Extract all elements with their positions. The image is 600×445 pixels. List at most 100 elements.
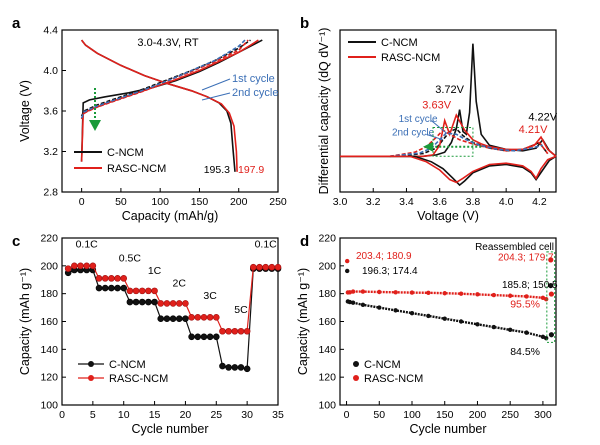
cycle-label-a: 2nd cycle: [232, 87, 278, 99]
data-point-c: [114, 284, 121, 292]
legend-label-d: C-NCM: [364, 359, 401, 371]
series-line-b-0: [340, 43, 557, 158]
y-tick-label-a: 4.4: [43, 25, 58, 37]
value-label-d: 204.3; 179.7: [498, 252, 554, 263]
x-axis-label-b: Voltage (V): [417, 209, 479, 223]
data-point-c: [243, 327, 251, 335]
y-tick-label-c: 200: [40, 260, 58, 272]
y-axis-label-d: Capacity (mAh g⁻¹): [296, 268, 310, 375]
data-point-c: [163, 315, 171, 323]
x-tick-label-c: 25: [210, 409, 222, 421]
y-tick-label-a: 3.6: [43, 106, 58, 118]
data-point-c: [219, 327, 226, 335]
data-point-c: [108, 284, 115, 292]
value-label-d: 95.5%: [510, 299, 540, 311]
data-point-c: [262, 263, 269, 271]
data-point-c: [145, 298, 152, 306]
peak-label-b: 3.63V: [422, 99, 451, 111]
y-tick-label-d: 100: [318, 400, 336, 412]
data-point-c: [77, 262, 84, 270]
peak-label-b: 4.21V: [519, 124, 548, 136]
data-point-c: [194, 333, 202, 341]
x-tick-label-b: 3.2: [366, 196, 381, 208]
peak-label-b: 4.22V: [528, 112, 557, 124]
series-band-d-0: [349, 300, 547, 340]
x-tick-label-c: 30: [241, 409, 253, 421]
panel-letter-d: d: [300, 233, 309, 250]
data-point-c: [250, 263, 257, 271]
x-tick-label-d: 200: [469, 409, 487, 421]
x-tick-label-a: 100: [151, 196, 169, 208]
data-point-c: [182, 300, 189, 307]
data-point-c: [157, 300, 165, 307]
value-label-d: 185.8; 150.5: [502, 280, 558, 291]
annotation-a: 3.0-4.3V, RT: [137, 37, 198, 49]
data-point-c: [64, 265, 72, 272]
value-label-d: 196.3; 174.4: [362, 266, 418, 277]
green-arrowhead-b: [423, 141, 434, 152]
legend-label-b: C-NCM: [381, 37, 418, 49]
data-point-c: [231, 327, 239, 335]
y-axis-label-b: Differential capacity (dQ dV⁻¹): [317, 28, 331, 195]
data-point-c: [101, 284, 109, 292]
data-point-c: [120, 284, 128, 292]
y-tick-label-c: 220: [40, 233, 58, 245]
x-tick-label-a: 250: [269, 196, 287, 208]
legend-marker-d: [353, 375, 359, 381]
rate-label-c: 0.5C: [119, 253, 142, 265]
data-point-c: [101, 275, 109, 282]
y-tick-label-a: 3.2: [43, 146, 58, 158]
x-tick-label-b: 3.6: [432, 196, 447, 208]
data-point-c: [274, 263, 282, 271]
x-tick-label-b: 3.4: [399, 196, 414, 208]
plot-frame-b: [339, 29, 557, 193]
data-point-c: [194, 314, 202, 321]
rate-label-c: 0.1C: [76, 239, 99, 251]
x-tick-label-d: 50: [373, 409, 385, 421]
end-capacity-label-a: 195.3: [204, 164, 230, 176]
data-point-d: [345, 268, 350, 274]
data-point-c: [145, 287, 152, 295]
data-point-c: [188, 333, 195, 341]
cycle-pointer-b: [431, 120, 447, 134]
legend-marker-c: [88, 361, 94, 367]
data-point-c: [151, 298, 158, 306]
series-line-a-5: [80, 39, 249, 120]
value-label-d: 203.4; 180.9: [356, 251, 412, 262]
data-point-c: [212, 314, 220, 321]
data-point-c: [108, 275, 115, 282]
x-tick-label-b: 3.8: [466, 196, 481, 208]
data-point-c: [138, 298, 146, 306]
x-tick-label-c: 15: [149, 409, 161, 421]
x-tick-label-c: 10: [118, 409, 130, 421]
y-tick-label-d: 140: [318, 344, 336, 356]
data-point-d: [548, 257, 554, 263]
cycle-pointer-b: [426, 133, 444, 141]
end-capacity-label-a: 197.9: [238, 164, 264, 176]
y-tick-label-c: 160: [40, 316, 58, 328]
legend-marker-d: [353, 361, 359, 367]
data-point-c: [151, 287, 158, 295]
data-point-c: [200, 314, 208, 321]
data-point-c: [132, 298, 140, 306]
y-tick-label-d: 120: [318, 372, 336, 384]
rate-label-c: 1C: [148, 265, 162, 277]
series-line-a-6: [80, 39, 246, 119]
x-tick-label-b: 3.0: [333, 196, 348, 208]
peak-label-b: 3.72V: [435, 84, 464, 96]
x-tick-label-a: 0: [79, 196, 85, 208]
x-axis-label-a: Capacity (mAh/g): [122, 209, 219, 223]
x-tick-label-a: 50: [115, 196, 127, 208]
y-tick-label-a: 2.8: [43, 187, 58, 199]
y-tick-label-c: 140: [40, 344, 58, 356]
legend-label-d: RASC-NCM: [364, 373, 423, 385]
data-point-c: [182, 315, 189, 323]
data-point-c: [256, 263, 263, 271]
x-tick-label-c: 35: [272, 409, 284, 421]
rate-label-c: 3C: [203, 290, 217, 302]
data-point-c: [225, 364, 232, 371]
legend-label-c: RASC-NCM: [109, 373, 168, 385]
data-point-c: [71, 262, 78, 270]
series-line-b-6: [340, 155, 557, 184]
